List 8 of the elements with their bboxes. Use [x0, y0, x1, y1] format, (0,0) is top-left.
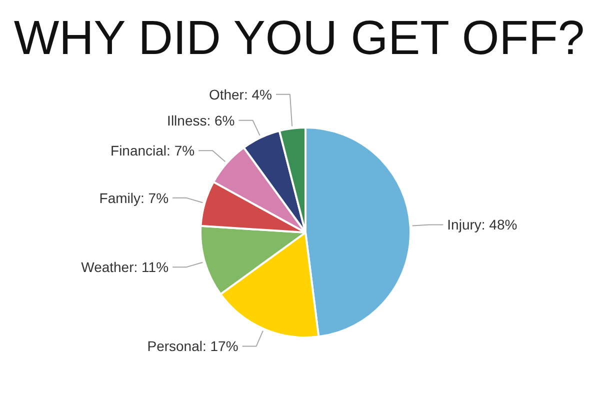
slice-label: Personal: 17% — [147, 338, 238, 354]
slice-label: Other: 4% — [208, 86, 272, 102]
slice-label: Financial: 7% — [110, 142, 195, 159]
slice-label: Illness: 6% — [167, 112, 235, 128]
slice-label: Family: 7% — [99, 190, 169, 206]
slice-label: Weather: 11% — [81, 259, 169, 276]
slice-label: Injury: 48% — [447, 216, 518, 233]
chart-title: WHY DID YOU GET OFF? — [14, 12, 585, 65]
